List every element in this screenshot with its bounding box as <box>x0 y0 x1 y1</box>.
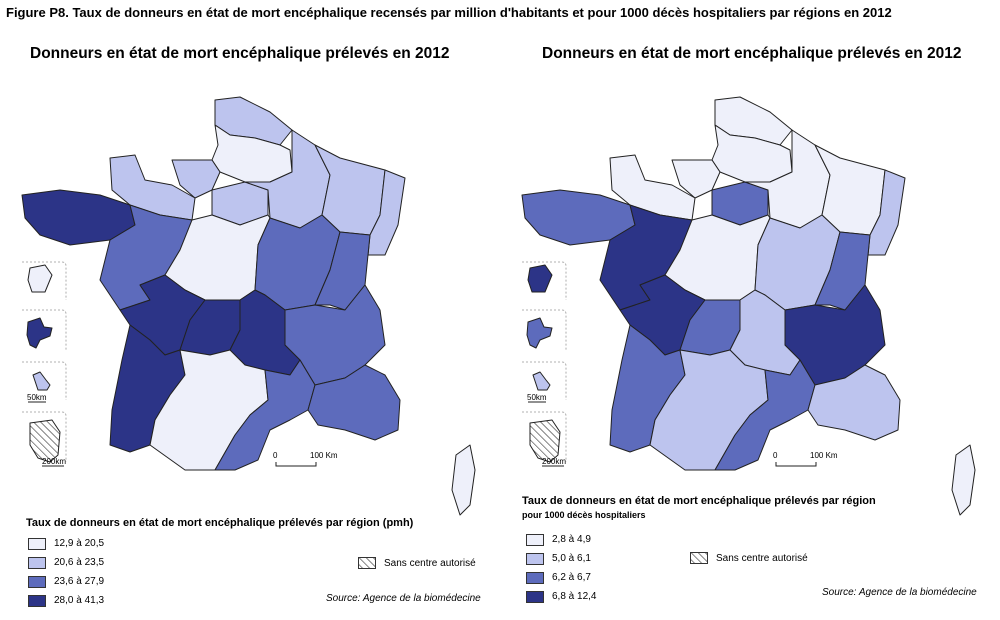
region-basse-normandie <box>109 154 196 221</box>
legend-label: 2,8 à 4,9 <box>552 534 591 545</box>
map-title: Donneurs en état de mort encéphalique pr… <box>542 45 962 62</box>
legend: 2,8 à 4,9 5,0 à 6,1 6,2 à 6,7 6,8 à 12,4 <box>526 530 596 606</box>
legend-subtitle: pour 1000 décès hospitaliers <box>522 510 646 520</box>
region-guyane <box>29 419 61 463</box>
hatch-label: Sans centre autorisé <box>716 552 808 564</box>
region-paca <box>307 364 401 441</box>
hatch-swatch <box>690 552 708 564</box>
inset-frame <box>522 361 567 400</box>
inset-frame <box>22 261 67 300</box>
region-rhone-alpes <box>284 284 386 386</box>
scale-label-zero: 0 <box>273 451 278 460</box>
choropleth-map-pmh: 50km 200km 0 100 Km <box>21 96 476 516</box>
inset-scale-label: 200km <box>42 457 66 466</box>
legend-label: 20,6 à 23,5 <box>54 557 105 568</box>
scale-label-km: 100 Km <box>810 451 838 460</box>
inset-frame <box>522 261 567 300</box>
legend-label: 5,0 à 6,1 <box>552 553 591 564</box>
inset-scale-label: 200km <box>542 457 566 466</box>
legend-label: 23,6 à 27,9 <box>54 576 105 587</box>
legend-swatch <box>526 590 544 603</box>
legend-swatch <box>526 552 544 565</box>
inset-frame <box>22 411 67 462</box>
region-languedoc-roussillon <box>214 359 316 471</box>
inset-frame <box>522 411 567 462</box>
legend-swatch <box>28 594 46 607</box>
figure-title: Figure P8. Taux de donneurs en état de m… <box>6 5 892 20</box>
inset-frame <box>22 361 67 400</box>
scale-label-zero: 0 <box>773 451 778 460</box>
legend-swatch <box>526 533 544 546</box>
legend-item-3: 23,6 à 27,9 <box>28 572 104 591</box>
hatch-legend: Sans centre autorisé <box>358 557 476 569</box>
hatch-label: Sans centre autorisé <box>384 557 476 569</box>
legend-item-3: 6,2 à 6,7 <box>526 568 596 587</box>
region-guadeloupe <box>532 371 551 391</box>
region-languedoc-roussillon <box>714 359 816 471</box>
scale-bar <box>275 462 317 467</box>
inset-frame <box>522 309 567 350</box>
region-guadeloupe <box>32 371 51 391</box>
legend: 12,9 à 20,5 20,6 à 23,5 23,6 à 27,9 28,0… <box>28 534 104 610</box>
legend-item-4: 6,8 à 12,4 <box>526 587 596 606</box>
source-note: Source: Agence de la biomédecine <box>822 587 977 598</box>
inset-frame <box>22 309 67 350</box>
choropleth-map-deces: 50km 200km 0 100 Km <box>521 96 976 516</box>
legend-swatch <box>28 556 46 569</box>
scale-label-km: 100 Km <box>310 451 338 460</box>
legend-swatch <box>28 537 46 550</box>
region-reunion <box>27 264 53 293</box>
region-alsace <box>867 169 906 256</box>
legend-label: 28,0 à 41,3 <box>54 595 105 606</box>
legend-item-1: 12,9 à 20,5 <box>28 534 104 553</box>
hatch-legend: Sans centre autorisé <box>690 552 808 564</box>
region-basse-normandie <box>609 154 696 221</box>
region-reunion <box>527 264 553 293</box>
legend-swatch <box>28 575 46 588</box>
region-corse <box>951 444 976 516</box>
legend-item-2: 20,6 à 23,5 <box>28 553 104 572</box>
legend-title: Taux de donneurs en état de mort encépha… <box>26 517 414 529</box>
region-martinique <box>526 317 553 349</box>
legend-item-2: 5,0 à 6,1 <box>526 549 596 568</box>
legend-item-1: 2,8 à 4,9 <box>526 530 596 549</box>
map-panel-deces: 50km 200km 0 100 Km Donneurs en état de mor… <box>500 0 1000 620</box>
region-alsace <box>367 169 406 256</box>
region-rhone-alpes <box>784 284 886 386</box>
source-note: Source: Agence de la biomédecine <box>326 593 481 604</box>
legend-label: 6,8 à 12,4 <box>552 591 597 602</box>
legend-title: Taux de donneurs en état de mort encépha… <box>522 495 876 507</box>
region-guyane <box>529 419 561 463</box>
scale-bar <box>775 462 817 467</box>
legend-label: 12,9 à 20,5 <box>54 538 105 549</box>
inset-scale-label: 50km <box>527 393 547 402</box>
hatch-swatch <box>358 557 376 569</box>
map-title: Donneurs en état de mort encéphalique pr… <box>30 45 450 62</box>
region-martinique <box>26 317 53 349</box>
inset-scale-label: 50km <box>27 393 47 402</box>
legend-item-4: 28,0 à 41,3 <box>28 591 104 610</box>
map-panel-pmh: 50km 200km 0 100 Km Donneurs en état de mor… <box>21 45 481 610</box>
legend-swatch <box>526 571 544 584</box>
region-corse <box>451 444 476 516</box>
region-paca <box>807 364 901 441</box>
legend-label: 6,2 à 6,7 <box>552 572 591 583</box>
